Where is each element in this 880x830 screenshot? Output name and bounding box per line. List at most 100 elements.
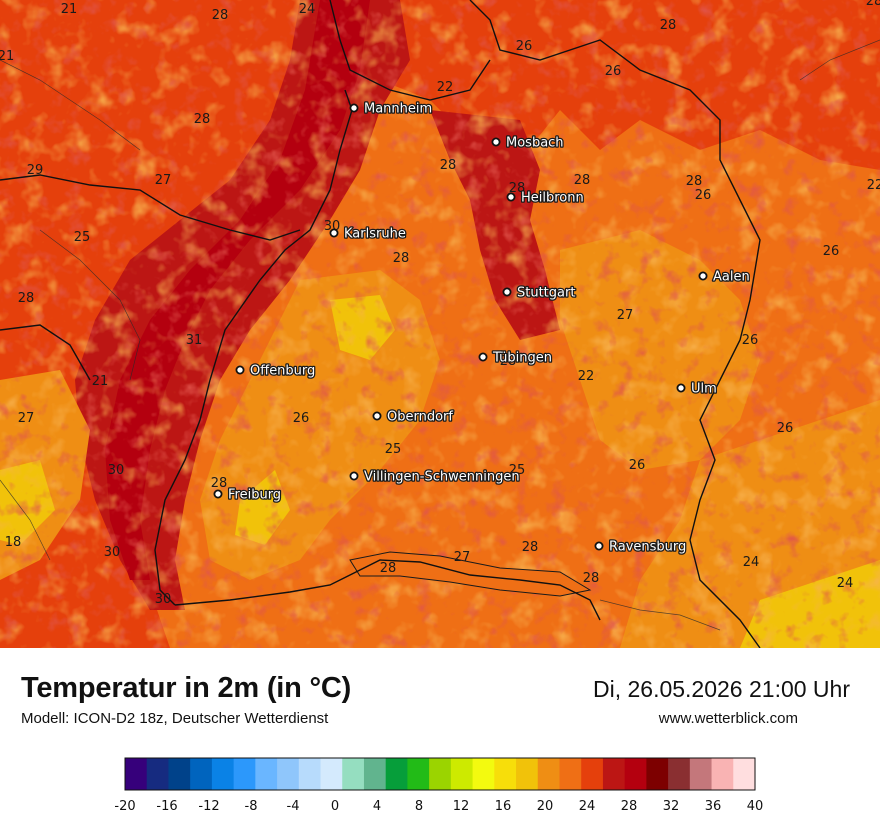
legend-swatch [602, 758, 626, 790]
legend-swatch [494, 758, 517, 790]
isotherm-label: 30 [155, 592, 172, 607]
isotherm-label: 26 [516, 39, 533, 54]
city-markers: Mannheim Mosbach Heilbronn Karlsruhe Aalen St… [213, 100, 751, 556]
city-ulm: Ulm [676, 380, 718, 398]
legend-swatch [668, 758, 691, 790]
legend-swatch [190, 758, 213, 790]
city-dot [506, 192, 516, 202]
legend-swatch [516, 758, 539, 790]
isotherm-label: 26 [777, 421, 794, 436]
isotherm-label: 25 [385, 442, 402, 457]
isotherm-label: 24 [743, 555, 760, 570]
city-dot [676, 383, 686, 393]
city-label: Freiburg [228, 488, 281, 503]
legend-tick-label: -4 [287, 799, 300, 814]
legend-swatch [559, 758, 582, 790]
city-label: Aalen [713, 270, 750, 285]
legend-swatch [581, 758, 604, 790]
legend-swatch [450, 758, 474, 790]
isotherm-label: 28 [866, 0, 880, 9]
isotherm-label: 21 [92, 374, 109, 389]
city-dot [372, 411, 382, 421]
isotherm-label: 22 [437, 80, 454, 95]
legend-tick-label: 16 [495, 799, 512, 814]
isotherm-label: 26 [605, 64, 622, 79]
isotherm-label: 28 [211, 476, 228, 491]
isotherm-label: 28 [583, 571, 600, 586]
legend-tick-label: 4 [373, 799, 381, 814]
website-link[interactable]: www.wetterblick.com [658, 710, 798, 727]
isotherm-label: 28 [212, 8, 229, 23]
legend-swatch [407, 758, 430, 790]
isotherm-label: 28 [509, 181, 526, 196]
city-dot [478, 352, 488, 362]
legend-tick-label: 0 [331, 799, 339, 814]
city-mosbach: Mosbach [491, 134, 565, 152]
legend-swatch [342, 758, 365, 790]
city-label: Karlsruhe [344, 227, 406, 242]
legend-frame [124, 757, 756, 791]
map-title: Temperatur in 2m (in °C) [21, 672, 352, 704]
legend-swatch [537, 758, 561, 790]
city-heilbronn: Heilbronn [506, 189, 585, 207]
legend-swatch [320, 758, 343, 790]
isotherm-label: 28 [522, 540, 539, 555]
city-oberndorf: Oberndorf [372, 408, 455, 426]
isotherm-label: 27 [617, 308, 634, 323]
legend-tick-label: 24 [579, 799, 596, 814]
legend-swatch [646, 758, 669, 790]
border-lines [0, 0, 761, 648]
legend-swatches [125, 758, 756, 790]
isotherm-label: 24 [837, 576, 854, 591]
legend-swatch [277, 758, 300, 790]
legend-tick-label: 12 [453, 799, 470, 814]
legend-tick-label: 20 [537, 799, 554, 814]
isotherm-label: 28 [393, 251, 410, 266]
isotherm-label: 31 [186, 333, 203, 348]
city-stuttgart: Stuttgart [502, 284, 577, 302]
city-dot [329, 228, 339, 238]
city-dot [594, 541, 604, 551]
legend-swatch [733, 758, 756, 790]
isotherm-label: 28 [686, 174, 703, 189]
border-rhine [154, 89, 353, 606]
isotherm-label: 29 [27, 163, 44, 178]
isotherm-label: 26 [695, 188, 712, 203]
legend-tick-label: 40 [747, 799, 764, 814]
isotherm-label: 24 [299, 2, 316, 17]
legend-swatch [125, 758, 148, 790]
city-label: Oberndorf [387, 410, 453, 425]
isotherm-label: 26 [823, 244, 840, 259]
isotherm-label: 30 [104, 545, 121, 560]
legend-tick-label: 8 [415, 799, 423, 814]
legend-tick-label: -12 [198, 799, 219, 814]
district-line-1 [0, 59, 141, 151]
city-ravensburg: Ravensburg [594, 538, 688, 556]
district-line-4 [799, 39, 880, 81]
legend-swatch [385, 758, 409, 790]
legend-swatch [363, 758, 387, 790]
district-line-2 [39, 229, 141, 381]
isotherm-label: 22 [578, 369, 595, 384]
legend-swatch [429, 758, 452, 790]
city-label: Ulm [691, 382, 717, 397]
legend-ticks: -20 -16 -12 -8 -4 0 4 8 12 16 20 24 28 32 36 40 [114, 799, 763, 814]
isotherm-label: 28 [194, 112, 211, 127]
legend-tick-label: -16 [156, 799, 177, 814]
legend-tick-label: 32 [663, 799, 680, 814]
isotherm-label: 28 [660, 18, 677, 33]
isotherm-label: 21 [61, 2, 78, 17]
isotherm-label: 27 [454, 550, 471, 565]
city-dot [698, 271, 708, 281]
legend-swatch [624, 758, 647, 790]
isotherm-label: 28 [18, 291, 35, 306]
isotherm-label: 26 [742, 333, 759, 348]
legend-swatch [233, 758, 256, 790]
district-line-3 [0, 479, 51, 561]
footer: Temperatur in 2m (in °C) Modell: ICON-D2… [0, 648, 880, 830]
city-label: Stuttgart [517, 286, 575, 301]
forecast-datetime: Di, 26.05.2026 21:00 Uhr [592, 676, 850, 702]
isotherm-label: 28 [380, 561, 397, 576]
city-label: Mosbach [506, 136, 564, 151]
